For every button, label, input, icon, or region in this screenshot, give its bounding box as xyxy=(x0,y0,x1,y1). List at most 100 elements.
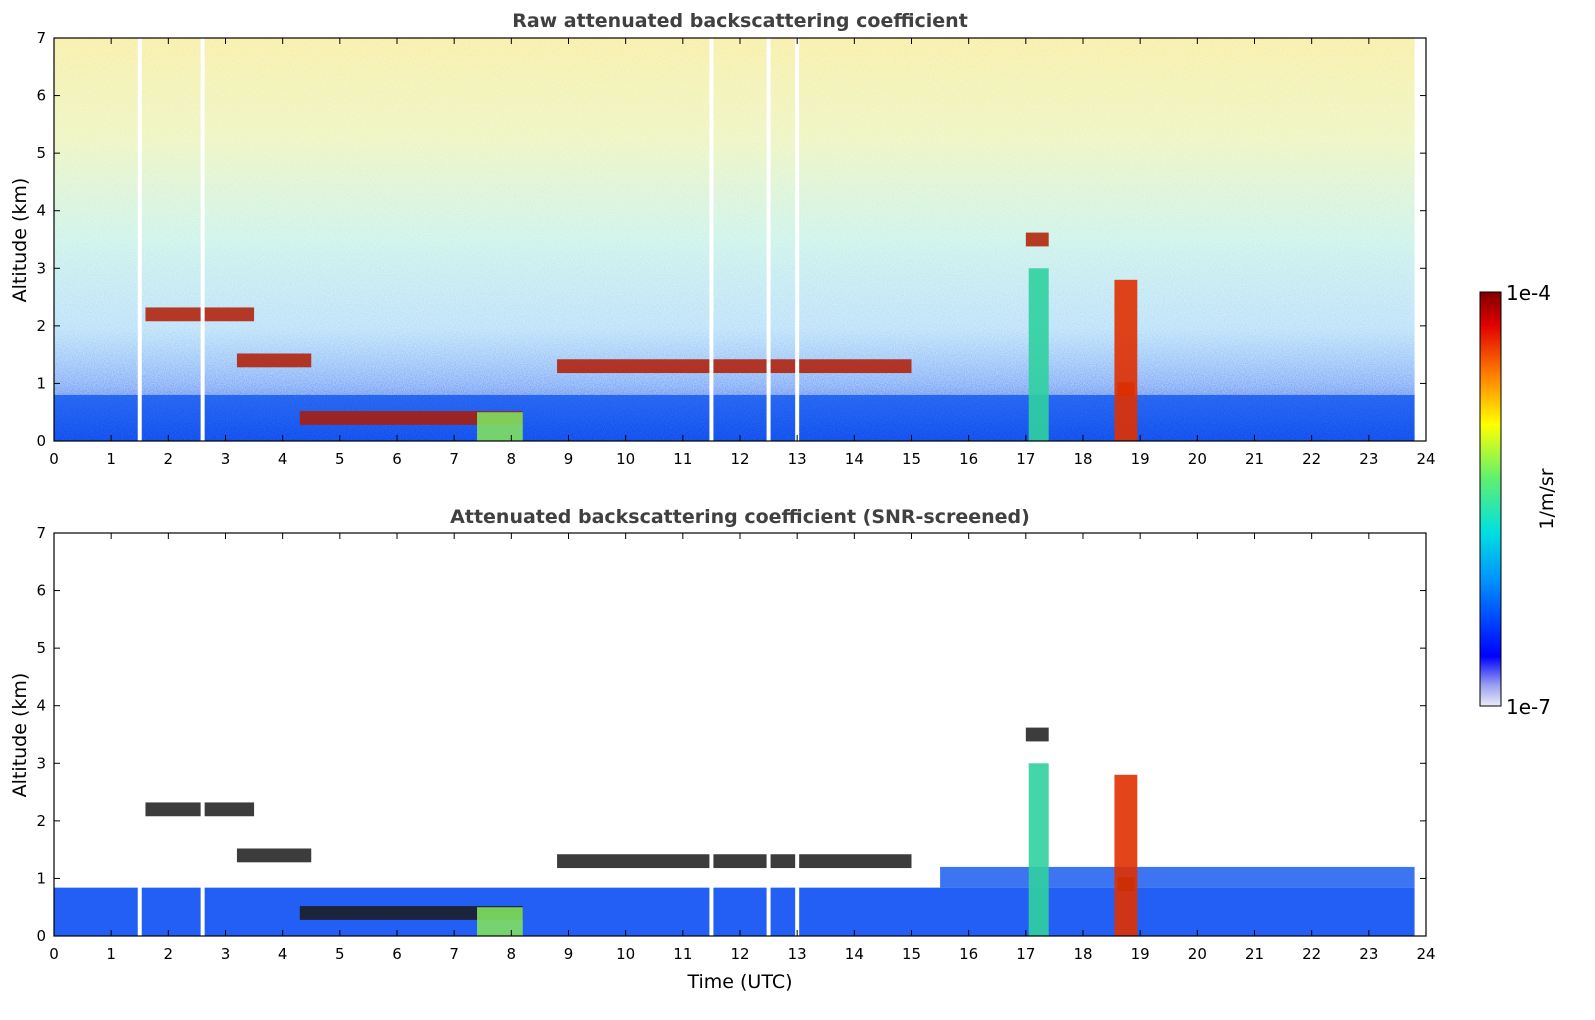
x-tick-label: 15 xyxy=(902,450,921,468)
x-tick-label: 21 xyxy=(1245,945,1264,963)
x-tick-label: 19 xyxy=(1131,450,1150,468)
data-gap xyxy=(137,533,142,936)
x-tick-label: 1 xyxy=(106,945,116,963)
data-gap xyxy=(795,533,800,936)
y-tick-label: 0 xyxy=(36,432,46,450)
x-tick-label: 0 xyxy=(49,450,59,468)
x-tick-label: 4 xyxy=(278,945,288,963)
boundary-layer xyxy=(54,887,1415,936)
x-tick-label: 5 xyxy=(335,450,345,468)
x-tick-label: 18 xyxy=(1073,945,1092,963)
data-gap xyxy=(766,38,771,441)
x-tick-label: 19 xyxy=(1131,945,1150,963)
y-tick-label: 2 xyxy=(36,812,46,830)
x-tick-label: 11 xyxy=(673,945,692,963)
y-tick-label: 7 xyxy=(36,524,46,542)
x-tick-label: 13 xyxy=(788,450,807,468)
x-tick-label: 10 xyxy=(616,945,635,963)
y-tick-label: 3 xyxy=(36,259,46,277)
x-tick-label: 6 xyxy=(392,450,402,468)
cloud-layer xyxy=(236,848,312,863)
x-tick-label: 11 xyxy=(673,450,692,468)
y-axis-label: Altitude (km) xyxy=(9,178,31,303)
boundary-layer xyxy=(54,394,1415,441)
x-tick-label: 17 xyxy=(1016,450,1035,468)
x-tick-label: 20 xyxy=(1188,945,1207,963)
rain-column xyxy=(477,907,523,936)
x-tick-label: 22 xyxy=(1302,945,1321,963)
x-tick-label: 9 xyxy=(564,450,574,468)
x-tick-label: 2 xyxy=(164,945,174,963)
x-tick-label: 14 xyxy=(845,450,864,468)
axes: 0 1 2 3 4 5 6 7 8 9 10 11 12 13 14 15 16 17 18 19 20 21 22 23 24… xyxy=(36,524,1435,963)
data-gap xyxy=(137,38,142,441)
cloud-layer xyxy=(557,359,912,374)
data-gap xyxy=(709,533,714,936)
x-tick-label: 20 xyxy=(1188,450,1207,468)
cloud-layer xyxy=(1025,727,1049,742)
colorbar-min-label: 1e-7 xyxy=(1506,695,1551,719)
x-axis-label: Time (UTC) xyxy=(686,971,792,993)
y-tick-label: 5 xyxy=(36,639,46,657)
y-tick-label: 5 xyxy=(36,144,46,162)
rain-column xyxy=(1028,763,1049,936)
y-tick-label: 7 xyxy=(36,29,46,47)
colorbar: 1e-4 1e-7 1/m/sr xyxy=(1479,281,1558,719)
cloud-layer xyxy=(145,307,255,322)
x-tick-label: 9 xyxy=(564,945,574,963)
cloud-layer xyxy=(299,411,523,425)
x-tick-label: 24 xyxy=(1416,945,1435,963)
x-tick-label: 16 xyxy=(959,450,978,468)
x-tick-label: 22 xyxy=(1302,450,1321,468)
raw-backscatter-panel: Raw attenuated backscattering coefficien… xyxy=(9,10,1436,468)
cloud-layer xyxy=(1025,232,1049,247)
x-tick-label: 5 xyxy=(335,945,345,963)
cloud-layer xyxy=(236,353,312,368)
x-tick-label: 24 xyxy=(1416,450,1435,468)
x-tick-label: 13 xyxy=(788,945,807,963)
x-tick-label: 4 xyxy=(278,450,288,468)
y-tick-label: 1 xyxy=(36,869,46,887)
x-tick-label: 0 xyxy=(49,945,59,963)
data-gap xyxy=(766,533,771,936)
x-tick-label: 10 xyxy=(616,450,635,468)
colorbar-scale xyxy=(1479,291,1502,707)
x-tick-label: 23 xyxy=(1359,450,1378,468)
boundary-layer-upper xyxy=(940,866,1415,888)
noise-speckle xyxy=(54,38,1415,441)
y-tick-label: 0 xyxy=(36,927,46,945)
x-tick-label: 3 xyxy=(221,945,231,963)
x-tick-label: 21 xyxy=(1245,450,1264,468)
colorbar-max-label: 1e-4 xyxy=(1506,281,1551,305)
y-tick-label: 4 xyxy=(36,202,46,220)
data-gap xyxy=(200,533,205,936)
rain-column xyxy=(1114,774,1138,936)
x-tick-label: 7 xyxy=(449,945,459,963)
y-tick-label: 4 xyxy=(36,697,46,715)
panel-title: Attenuated backscattering coefficient (S… xyxy=(450,506,1030,528)
axes: 0 1 2 3 4 5 6 7 8 9 10 11 12 13 14 15 16 17 18 19 20 21 22 23 24… xyxy=(36,29,1435,468)
data-gap xyxy=(200,38,205,441)
heatmap-area xyxy=(54,533,1415,936)
data-gap xyxy=(795,38,800,441)
data-gap xyxy=(709,38,714,441)
x-tick-label: 12 xyxy=(730,450,749,468)
rain-column xyxy=(1028,268,1049,441)
x-tick-label: 3 xyxy=(221,450,231,468)
panel-title: Raw attenuated backscattering coefficien… xyxy=(512,10,968,32)
x-tick-label: 8 xyxy=(507,945,517,963)
y-tick-label: 2 xyxy=(36,317,46,335)
screened-backscatter-panel: Attenuated backscattering coefficient (S… xyxy=(9,506,1436,993)
cloud-layer xyxy=(299,906,523,920)
x-tick-label: 6 xyxy=(392,945,402,963)
x-tick-label: 14 xyxy=(845,945,864,963)
y-tick-label: 3 xyxy=(36,754,46,772)
heatmap-area xyxy=(54,38,1415,441)
x-tick-label: 8 xyxy=(507,450,517,468)
x-tick-label: 16 xyxy=(959,945,978,963)
y-tick-label: 1 xyxy=(36,374,46,392)
x-tick-label: 18 xyxy=(1073,450,1092,468)
y-tick-label: 6 xyxy=(36,87,46,105)
rain-column xyxy=(1114,279,1138,441)
x-tick-label: 7 xyxy=(449,450,459,468)
